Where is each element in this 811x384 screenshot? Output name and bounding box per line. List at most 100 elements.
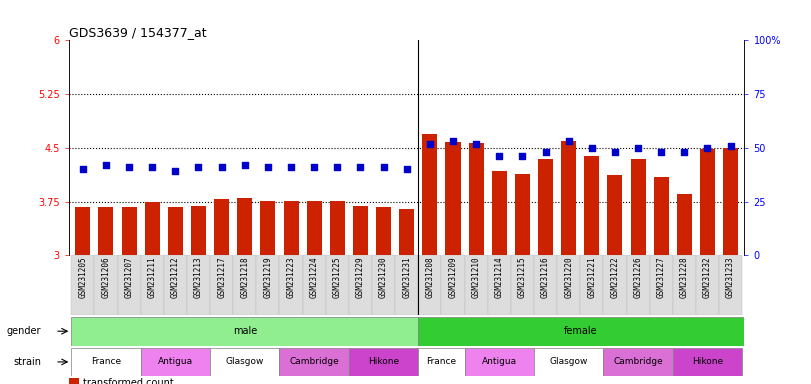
Point (516, 153, 529, 159)
Text: GSM231232: GSM231232 (703, 257, 712, 298)
Text: GSM231229: GSM231229 (356, 257, 365, 298)
Bar (191, 206, 206, 255)
Point (122, 164, 135, 170)
Text: GSM231220: GSM231220 (564, 257, 573, 298)
Bar (584, 156, 599, 255)
Bar (441, 255, 465, 315)
Point (632, 145, 645, 151)
Bar (515, 174, 530, 255)
Point (701, 145, 714, 151)
Text: Antigua: Antigua (158, 358, 193, 366)
Point (285, 164, 298, 170)
Bar (650, 255, 673, 315)
Bar (75, 207, 90, 255)
Bar (71, 348, 140, 376)
Bar (469, 143, 483, 255)
Bar (280, 348, 349, 376)
Text: transformed count: transformed count (83, 378, 174, 384)
Bar (534, 255, 557, 315)
Point (562, 138, 575, 144)
Text: Glasgow: Glasgow (550, 358, 588, 366)
Text: GSM231233: GSM231233 (726, 257, 735, 298)
Text: GSM231207: GSM231207 (125, 257, 134, 298)
Text: GSM231228: GSM231228 (680, 257, 689, 298)
Bar (538, 159, 553, 255)
Bar (719, 255, 742, 315)
Text: GSM231206: GSM231206 (101, 257, 110, 298)
Bar (94, 255, 118, 315)
Bar (465, 255, 487, 315)
Point (169, 169, 182, 175)
Point (100, 162, 113, 168)
Text: GSM231210: GSM231210 (472, 257, 481, 298)
Bar (696, 255, 719, 315)
Text: Glasgow: Glasgow (225, 358, 264, 366)
Bar (395, 255, 418, 315)
Text: GSM231214: GSM231214 (495, 257, 504, 298)
Bar (723, 148, 738, 255)
Text: Cambridge: Cambridge (613, 358, 663, 366)
Bar (234, 255, 256, 315)
Point (447, 138, 460, 144)
Point (215, 164, 228, 170)
Text: GSM231216: GSM231216 (541, 257, 550, 298)
Bar (399, 210, 414, 255)
Bar (144, 202, 160, 255)
Text: GSM231211: GSM231211 (148, 257, 157, 298)
Text: GSM231223: GSM231223 (286, 257, 295, 298)
Bar (256, 255, 280, 315)
Bar (603, 348, 673, 376)
Bar (418, 348, 465, 376)
Bar (534, 348, 603, 376)
Bar (98, 207, 114, 255)
Point (261, 164, 274, 170)
Bar (307, 201, 322, 255)
Bar (491, 171, 507, 255)
Text: Hikone: Hikone (368, 358, 399, 366)
Bar (214, 199, 230, 255)
Text: GSM231213: GSM231213 (194, 257, 203, 298)
Point (146, 164, 159, 170)
Text: male: male (233, 326, 257, 336)
Bar (561, 141, 576, 255)
Text: GSM231230: GSM231230 (379, 257, 388, 298)
Bar (210, 255, 234, 315)
Bar (487, 255, 511, 315)
Point (654, 149, 667, 155)
Text: GSM231224: GSM231224 (310, 257, 319, 298)
Bar (122, 207, 136, 255)
Bar (654, 177, 669, 255)
Bar (603, 255, 627, 315)
Bar (673, 255, 696, 315)
Bar (140, 348, 210, 376)
Bar (280, 255, 303, 315)
Text: gender: gender (6, 326, 41, 336)
Point (539, 149, 552, 155)
Text: Cambridge: Cambridge (290, 358, 339, 366)
Bar (260, 201, 276, 255)
Bar (607, 175, 623, 255)
Point (493, 153, 506, 159)
Bar (673, 348, 742, 376)
Text: GSM231226: GSM231226 (633, 257, 642, 298)
Text: GSM231218: GSM231218 (240, 257, 249, 298)
Bar (168, 207, 182, 255)
Bar (353, 206, 368, 255)
Point (76, 166, 89, 172)
Bar (140, 255, 164, 315)
Text: GSM231222: GSM231222 (611, 257, 620, 298)
Point (354, 164, 367, 170)
Bar (210, 348, 280, 376)
Bar (700, 149, 715, 255)
Bar (71, 317, 418, 346)
Bar (372, 255, 395, 315)
Text: GSM231208: GSM231208 (425, 257, 435, 298)
Text: GSM231219: GSM231219 (264, 257, 272, 298)
Point (423, 141, 436, 147)
Text: France: France (427, 358, 457, 366)
Bar (677, 194, 692, 255)
Bar (326, 255, 349, 315)
Text: GSM231209: GSM231209 (448, 257, 457, 298)
Point (586, 145, 599, 151)
Bar (238, 198, 252, 255)
